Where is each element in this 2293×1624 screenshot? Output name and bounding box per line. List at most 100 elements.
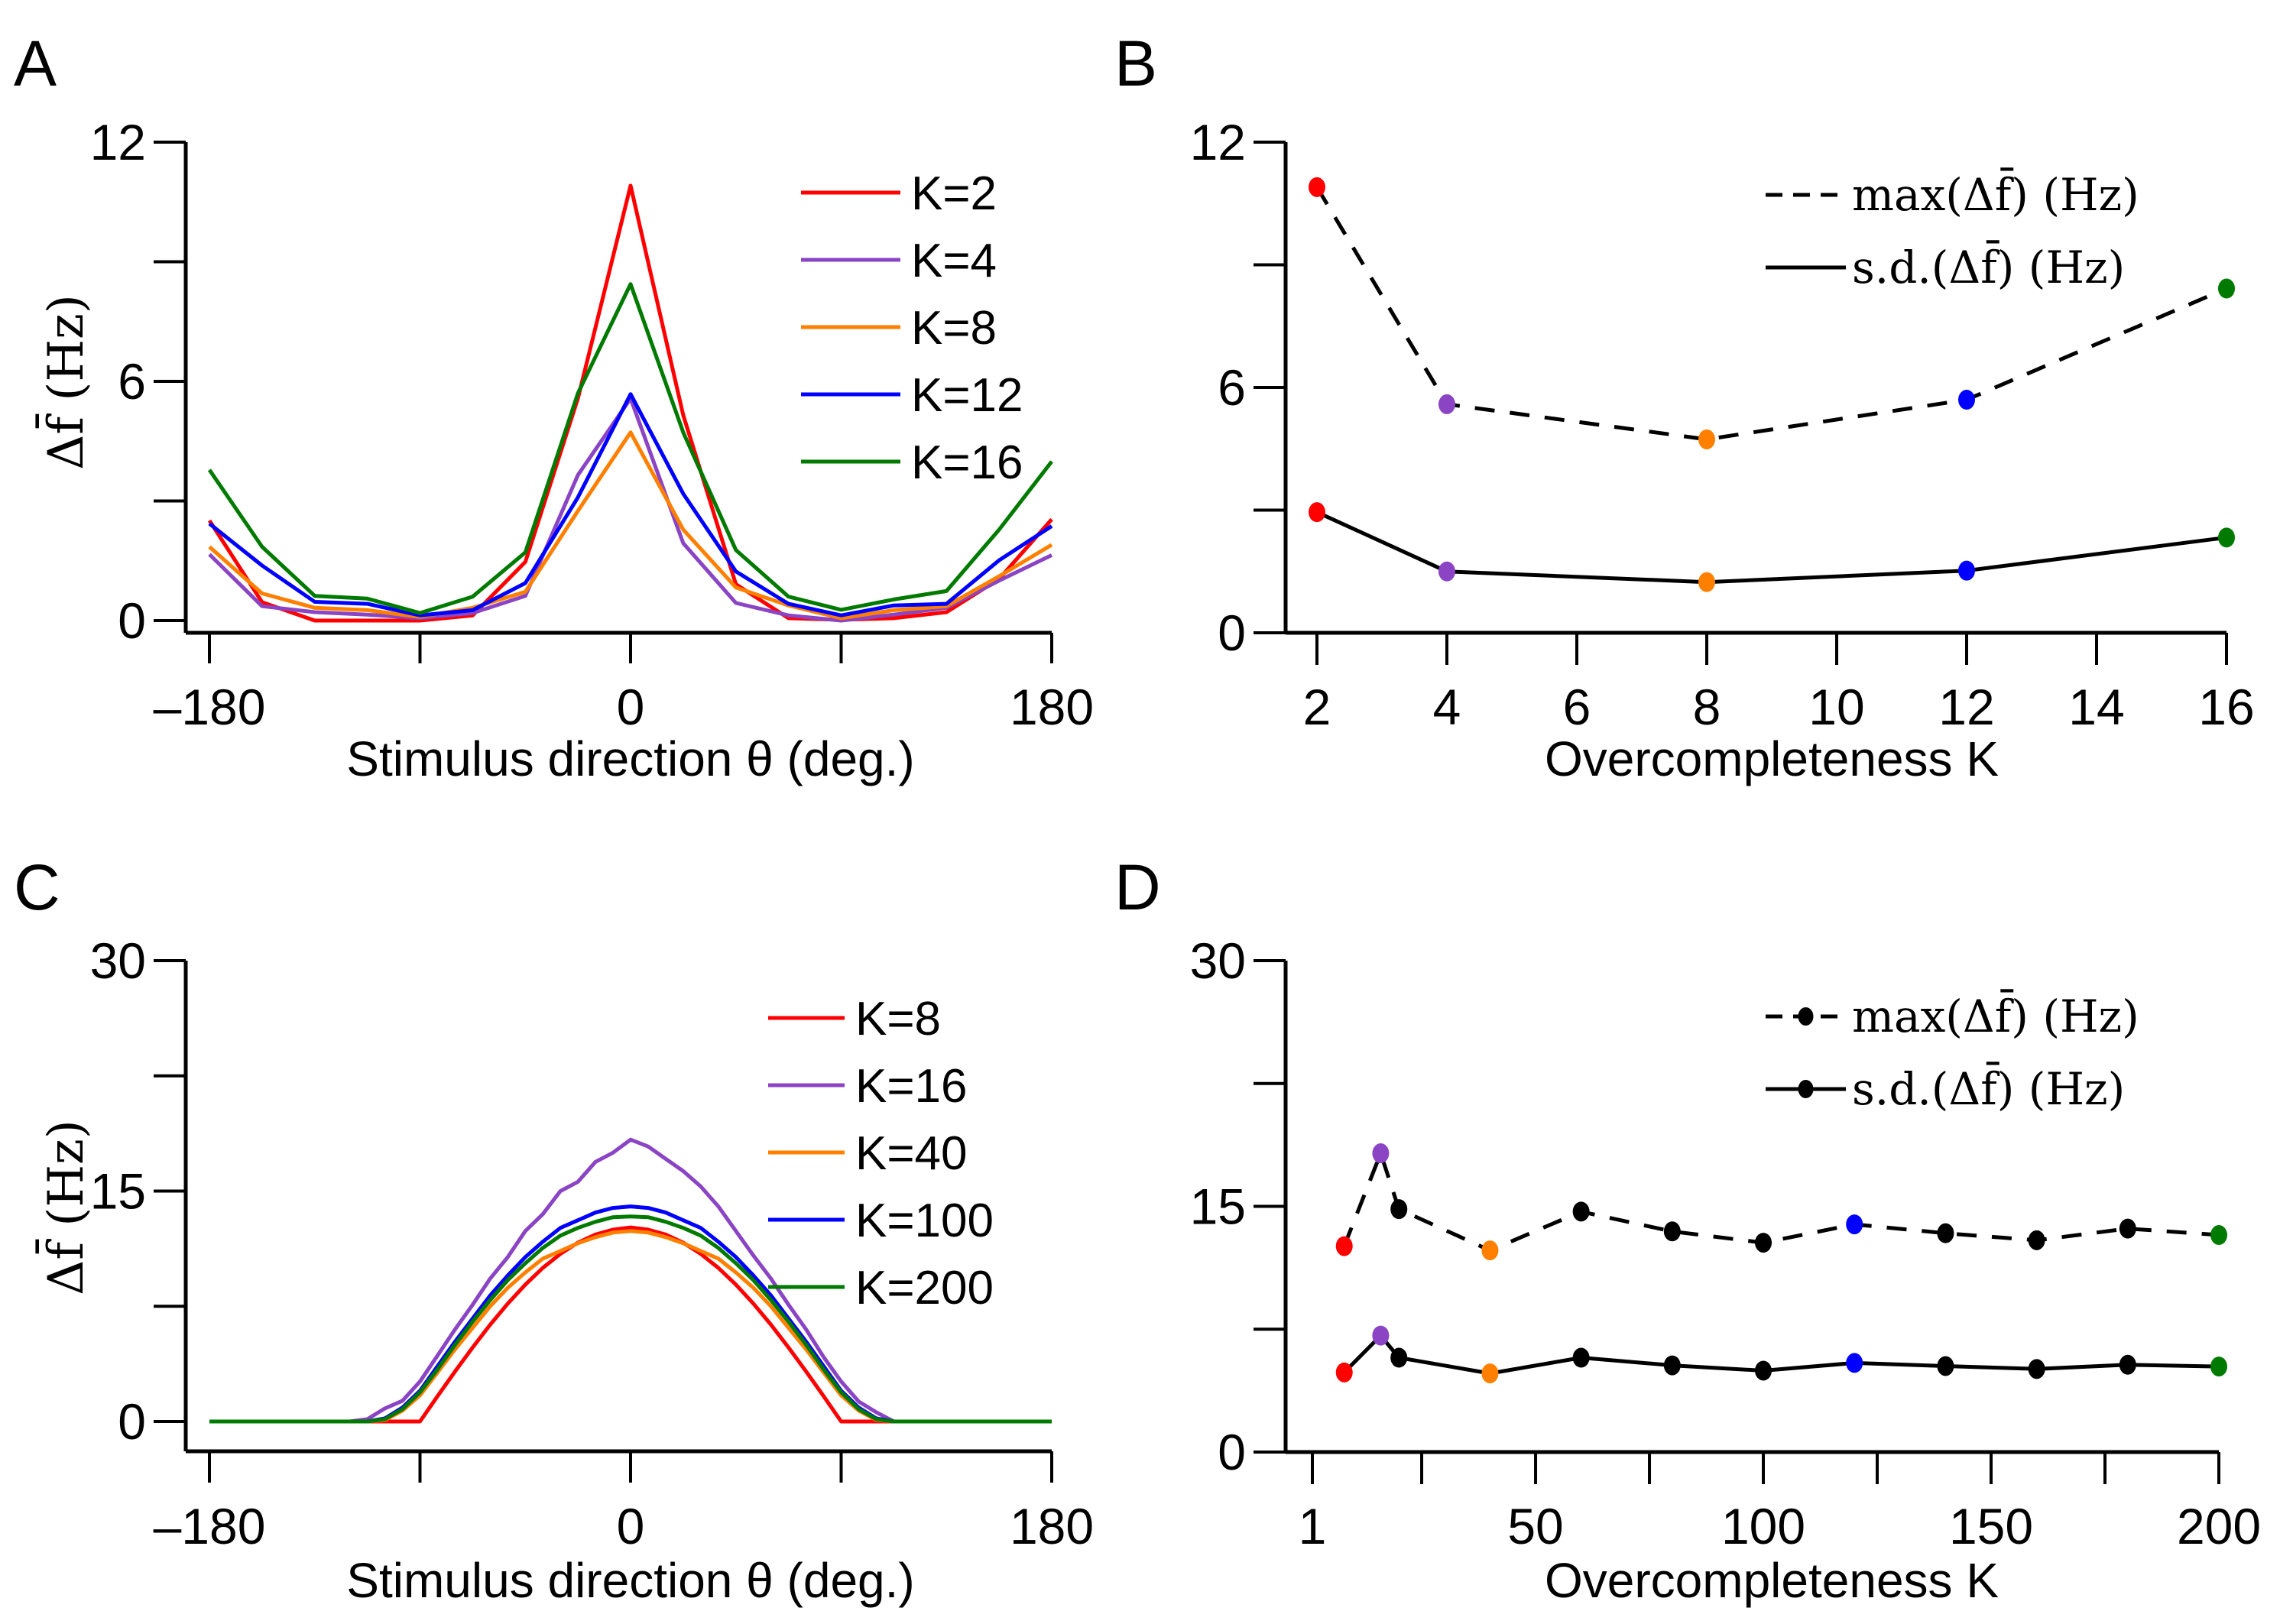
panel-a-legend-label: K=12 xyxy=(911,369,1023,422)
panel-b-axes: 0 6 12 2 4 6 8 10 12 14 16 xyxy=(1190,114,2255,735)
panel-letter-a: A xyxy=(14,28,57,99)
panel-a-series-k-2 xyxy=(207,183,1053,623)
panel-c-legend-label: K=8 xyxy=(855,993,941,1045)
panel-b-data-point xyxy=(1438,561,1455,582)
panel-a-series-k-8 xyxy=(208,430,1053,621)
panel-c-ylabel: Δf̄ (Hz) xyxy=(35,1120,95,1295)
panel-d-data-point xyxy=(1481,1240,1499,1261)
panel-d-data-point xyxy=(1481,1363,1499,1384)
panel-d-ytick-label: 30 xyxy=(1190,932,1246,989)
panel-d-ytick-label: 15 xyxy=(1190,1178,1246,1235)
panel-d-data-point xyxy=(1937,1223,1954,1243)
panel-d-data-point xyxy=(1937,1356,1954,1376)
panel-d-data-point xyxy=(1372,1325,1390,1346)
panel-c-legend: K=8 K=16 K=40 K=100 K=200 xyxy=(768,993,994,1314)
panel-b-data-point xyxy=(1309,502,1325,523)
panel-b-xtick-label: 4 xyxy=(1433,679,1461,735)
panel-d-data-point xyxy=(1846,1353,1863,1373)
panel-d-series-sd xyxy=(1342,1334,2220,1376)
panel-b-data-point xyxy=(1438,394,1455,414)
panel-c-ytick-label: 30 xyxy=(90,932,146,989)
panel-b-legend-label: max(Δf̄) (Hz) xyxy=(1852,167,2139,221)
panel-letter-c: C xyxy=(14,851,60,923)
panel-a-ylabel: Δf̄ (Hz) xyxy=(35,294,95,470)
panel-a-ytick-label: 12 xyxy=(90,114,146,170)
panel-c-legend-label: K=100 xyxy=(855,1194,994,1247)
panel-d-plot xyxy=(1335,1143,2227,1384)
panel-a-ytick-label: 6 xyxy=(118,353,146,410)
panel-b-ytick-label: 12 xyxy=(1190,114,1246,170)
panel-b-data-point xyxy=(1958,560,1975,581)
panel-c-plot xyxy=(209,1137,1052,1424)
panel-a-xtick-label: 0 xyxy=(617,679,645,735)
panel-d-data-point xyxy=(1572,1347,1590,1368)
panel-b-data-point xyxy=(1698,572,1715,592)
panel-b-data-point xyxy=(2218,278,2235,299)
panel-b-data-point xyxy=(1309,177,1325,197)
panel-c-series-k-16 xyxy=(209,1137,1052,1424)
panel-b-xlabel: Overcompleteness K xyxy=(1545,731,1999,786)
panel-a-legend: K=2 K=4 K=8 K=12 K=16 xyxy=(801,167,1023,489)
panel-d-xtick-label: 50 xyxy=(1507,1498,1563,1554)
panel-letter-d: D xyxy=(1114,851,1161,923)
panel-d-data-point xyxy=(2028,1230,2045,1250)
panel-c-legend-label: K=200 xyxy=(855,1262,994,1314)
panel-d-legend-label: s.d.(Δf̄) (Hz) xyxy=(1852,1061,2125,1115)
panel-a-legend-label: K=4 xyxy=(911,235,997,287)
panel-b-data-point xyxy=(1958,390,1975,410)
panel-c-xtick-label: 0 xyxy=(617,1498,645,1554)
panel-c-legend-label: K=40 xyxy=(855,1127,968,1180)
panel-d-data-point xyxy=(1335,1236,1353,1256)
panel-b-legend-label: s.d.(Δf̄) (Hz) xyxy=(1852,239,2125,293)
panel-b-data-point xyxy=(1698,429,1715,449)
panel-a-xlabel: Stimulus direction θ (deg.) xyxy=(346,731,914,786)
panel-a-series-k-16 xyxy=(207,282,1053,615)
panel-b-data-point xyxy=(2218,527,2235,548)
panel-d-data-point xyxy=(1846,1214,1863,1235)
panel-d-data-point xyxy=(1390,1199,1408,1220)
panel-d-xtick-label: 200 xyxy=(2177,1498,2261,1554)
panel-d-legend-marker xyxy=(1798,1007,1814,1026)
panel-b-ytick-label: 0 xyxy=(1218,605,1246,661)
panel-d-data-point xyxy=(2119,1218,2136,1239)
panel-d-data-point xyxy=(1663,1355,1681,1376)
panel-d-series-max xyxy=(1342,1151,2220,1253)
panel-d-legend-marker xyxy=(1798,1080,1814,1098)
panel-b-plot xyxy=(1309,177,2235,592)
panel-a-ytick-label: 0 xyxy=(118,592,146,649)
panel-c-series-k-8 xyxy=(209,1225,1052,1424)
panel-c-xtick-label: –180 xyxy=(154,1498,266,1554)
panel-b-xtick-label: 14 xyxy=(2068,679,2124,735)
panel-a-series-k-12 xyxy=(208,392,1053,618)
panel-b: B 0 6 12 2 4 6 8 10 12 14 16 max(Δf̄) (Hz) s.d.(Δf̄… xyxy=(1114,28,2255,786)
panel-b-legend: max(Δf̄) (Hz) s.d.(Δf̄) (Hz) xyxy=(1766,167,2139,293)
panel-b-xtick-label: 12 xyxy=(1938,679,1994,735)
panel-d-data-point xyxy=(1572,1201,1590,1222)
panel-b-ytick-label: 6 xyxy=(1218,359,1246,416)
panel-a-series-k-4 xyxy=(208,396,1053,623)
panel-b-xtick-label: 16 xyxy=(2198,679,2254,735)
panel-d-data-point xyxy=(1663,1221,1681,1242)
panel-d-xlabel: Overcompleteness K xyxy=(1545,1553,1999,1608)
panel-c-series-k-200 xyxy=(209,1214,1052,1424)
panel-d-legend: max(Δf̄) (Hz) s.d.(Δf̄) (Hz) xyxy=(1766,988,2139,1115)
panel-c-ytick-label: 0 xyxy=(118,1393,146,1450)
panel-a-legend-label: K=16 xyxy=(911,436,1023,489)
panel-a-plot xyxy=(207,183,1053,623)
panel-c-legend-label: K=16 xyxy=(855,1060,968,1113)
panel-d-ytick-label: 0 xyxy=(1218,1424,1246,1480)
panel-b-xtick-label: 10 xyxy=(1808,679,1864,735)
panel-d-data-point xyxy=(2119,1354,2136,1375)
panel-b-xtick-label: 8 xyxy=(1693,679,1721,735)
panel-d-xtick-label: 1 xyxy=(1299,1498,1327,1554)
panel-c-xlabel: Stimulus direction θ (deg.) xyxy=(346,1553,914,1608)
panel-c-series-k-40 xyxy=(209,1229,1052,1424)
panel-a-legend-label: K=8 xyxy=(911,302,997,355)
panel-b-xtick-label: 6 xyxy=(1563,679,1591,735)
panel-a-xtick-label: 180 xyxy=(1010,679,1094,735)
panel-d-data-point xyxy=(1755,1233,1772,1253)
